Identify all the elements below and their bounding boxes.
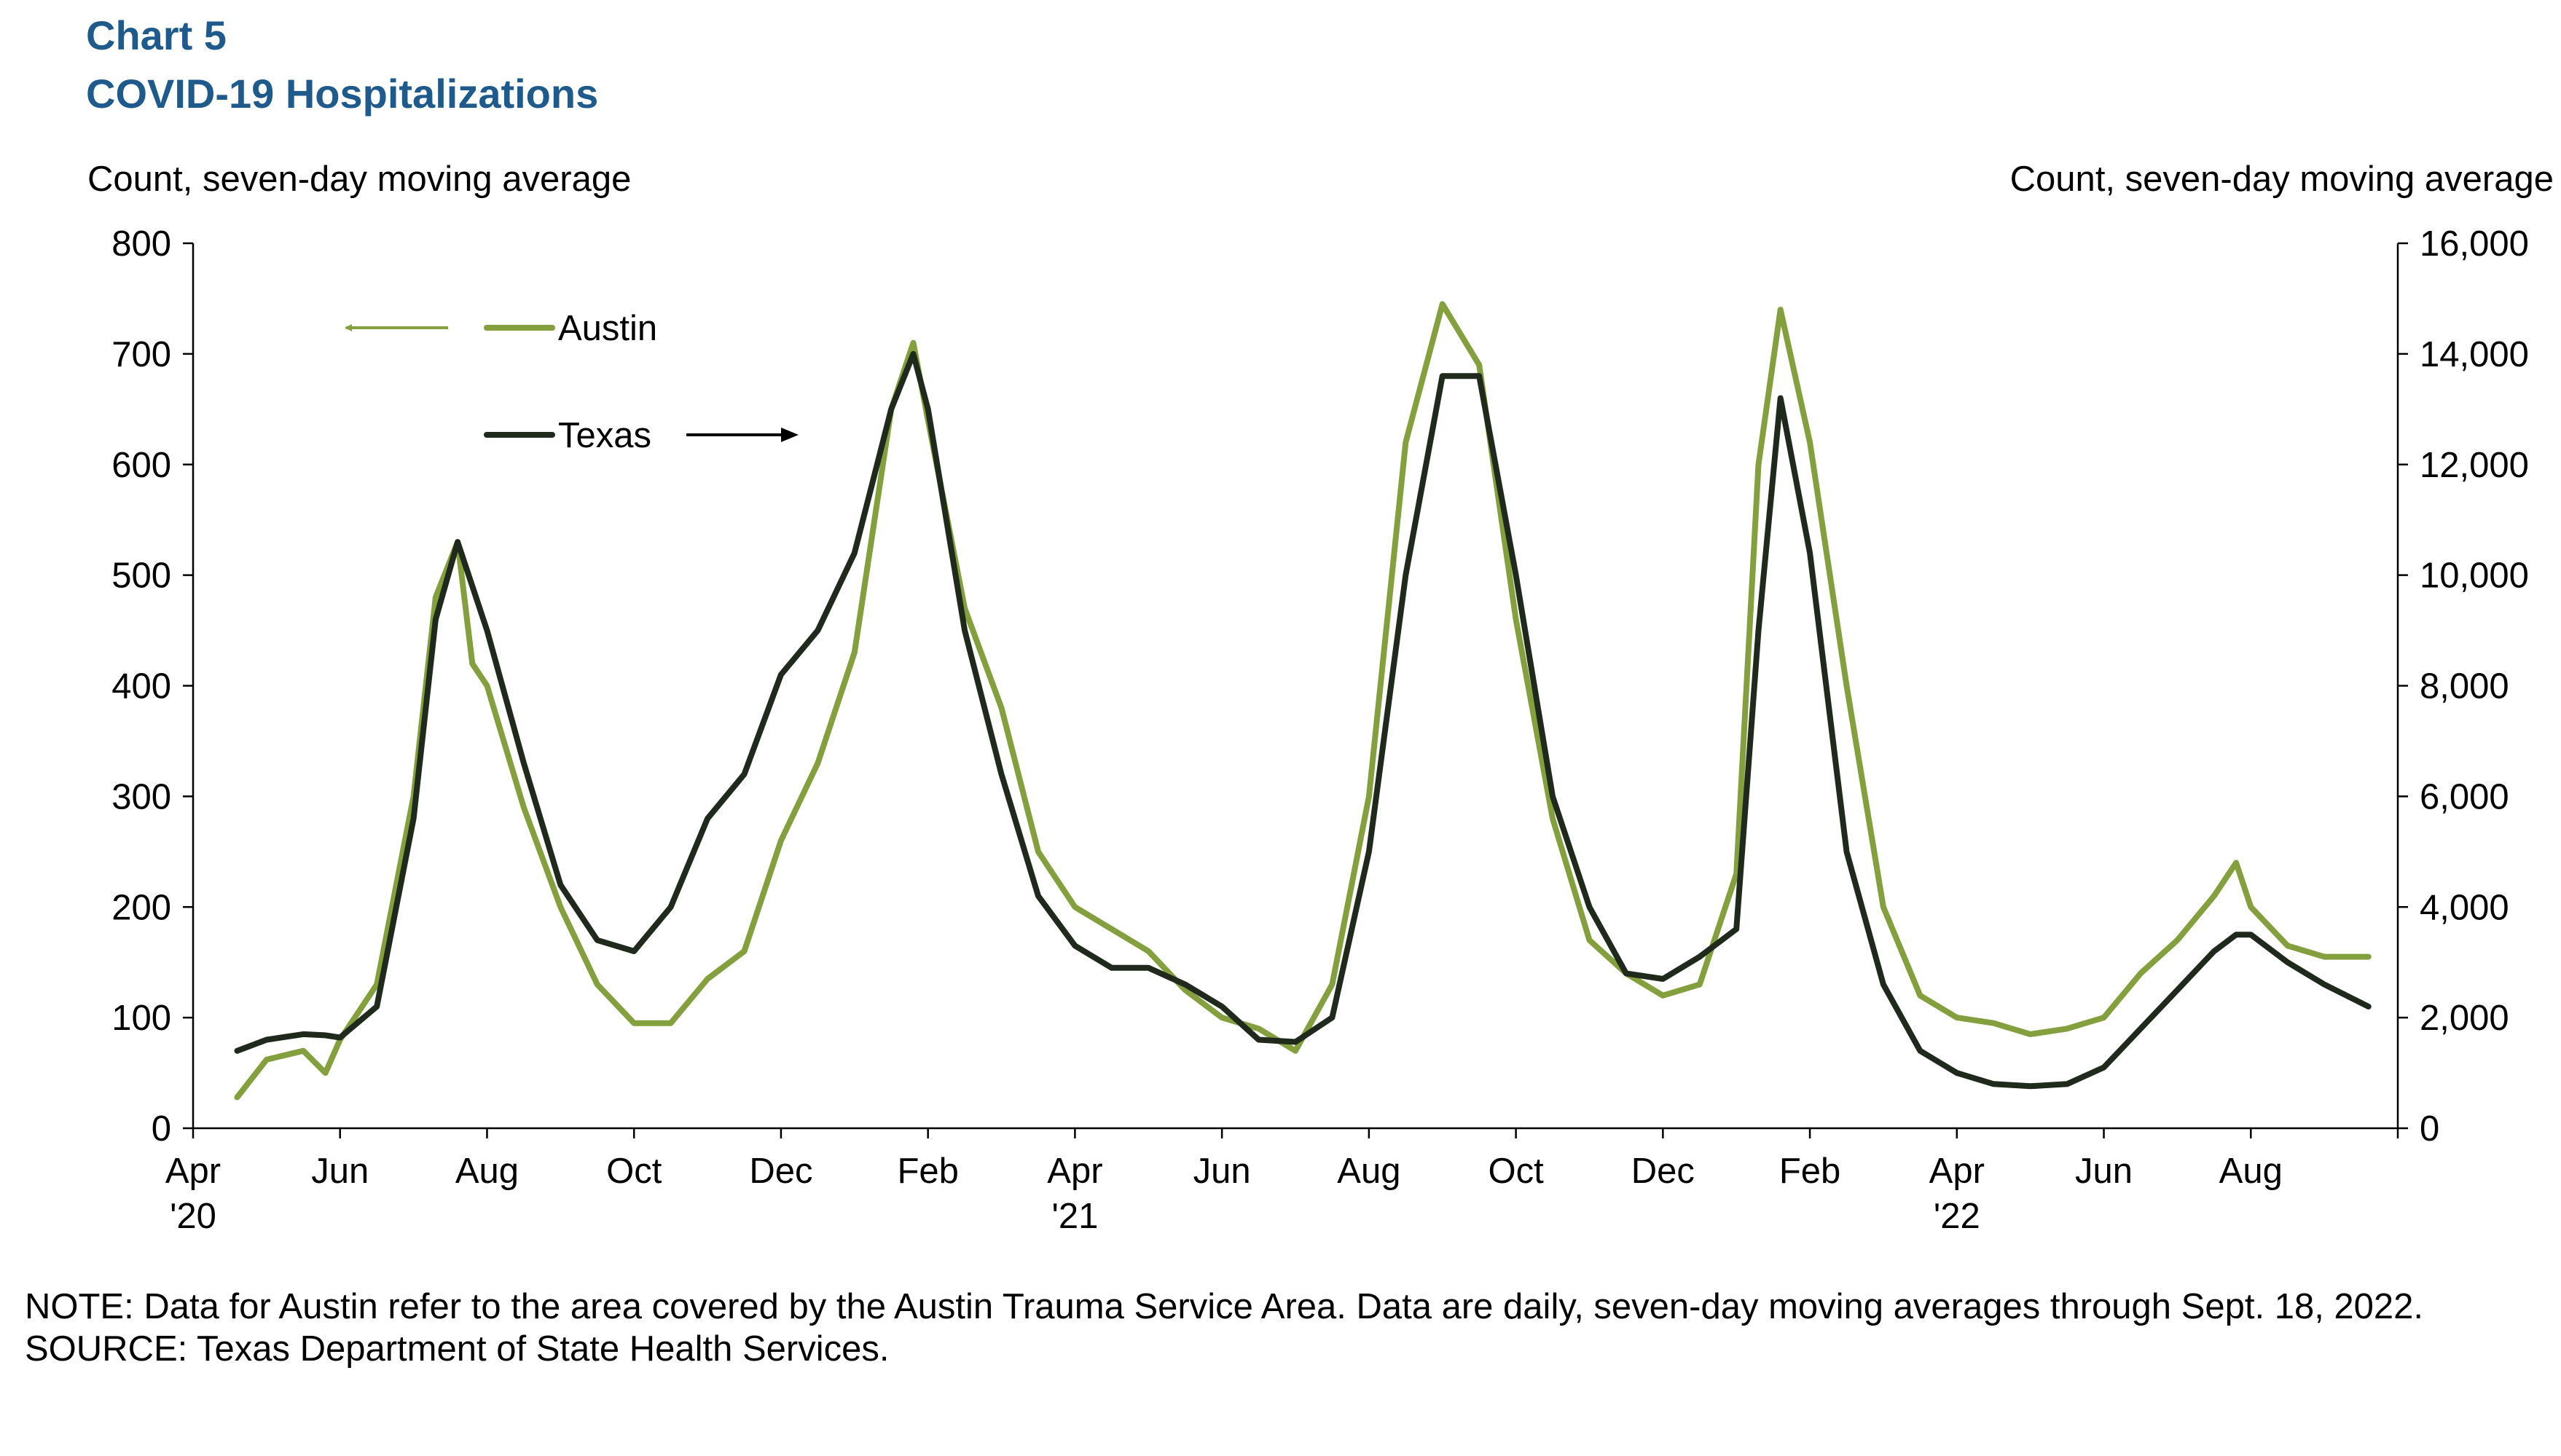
- y2-tick-label: 6,000: [2420, 777, 2509, 816]
- y-tick-label: 400: [111, 667, 171, 707]
- legend-label: Texas: [558, 416, 651, 455]
- x-tick-label: Aug: [1337, 1152, 1400, 1191]
- x-tick-label: Oct: [606, 1152, 662, 1191]
- x-tick-label: Jun: [1193, 1152, 1251, 1191]
- series-line: [234, 350, 2372, 1090]
- y2-tick-label: 4,000: [2420, 888, 2509, 927]
- x-tick-label: Jun: [2075, 1152, 2133, 1191]
- y-tick-label: 200: [111, 888, 171, 927]
- x-tick-label: Feb: [1779, 1152, 1840, 1191]
- y2-axis-label: Count, seven-day moving average: [2010, 160, 2554, 199]
- x-tick-label: Feb: [897, 1152, 958, 1191]
- y2-tick-label: 14,000: [2420, 335, 2529, 374]
- x-tick-label: Oct: [1488, 1152, 1544, 1191]
- y2-tick-label: 2,000: [2420, 999, 2509, 1038]
- source: SOURCE: Texas Department of State Health…: [25, 1329, 889, 1369]
- series-line: [234, 301, 2372, 1101]
- y-tick-label: 600: [111, 446, 171, 485]
- x-tick-label: Dec: [749, 1152, 812, 1191]
- y-tick-label: 800: [111, 224, 171, 264]
- y-tick-label: 300: [111, 777, 171, 816]
- legend-label: Austin: [558, 309, 657, 348]
- chart-title: Chart 5: [86, 12, 227, 58]
- y2-tick-label: 8,000: [2420, 667, 2509, 707]
- x-tick-label: Apr '21: [1047, 1152, 1102, 1236]
- y-tick-label: 700: [111, 335, 171, 374]
- x-tick-label: Apr '20: [165, 1152, 221, 1236]
- chart-subtitle: COVID-19 Hospitalizations: [86, 71, 598, 117]
- y-tick-label: 500: [111, 556, 171, 596]
- x-tick-label: Aug: [455, 1152, 519, 1191]
- x-tick-label: Aug: [2219, 1152, 2283, 1191]
- x-tick-label: Dec: [1631, 1152, 1695, 1191]
- y2-tick-label: 0: [2420, 1109, 2439, 1149]
- y-tick-label: 0: [152, 1109, 171, 1149]
- x-tick-label: Apr '22: [1929, 1152, 1985, 1236]
- y2-tick-label: 16,000: [2420, 224, 2529, 264]
- note: NOTE: Data for Austin refer to the area …: [25, 1287, 2423, 1326]
- x-tick-label: Jun: [311, 1152, 369, 1191]
- y2-tick-label: 12,000: [2420, 446, 2529, 485]
- y-tick-label: 100: [111, 999, 171, 1038]
- y2-tick-label: 10,000: [2420, 556, 2529, 596]
- y-axis-label: Count, seven-day moving average: [87, 160, 631, 199]
